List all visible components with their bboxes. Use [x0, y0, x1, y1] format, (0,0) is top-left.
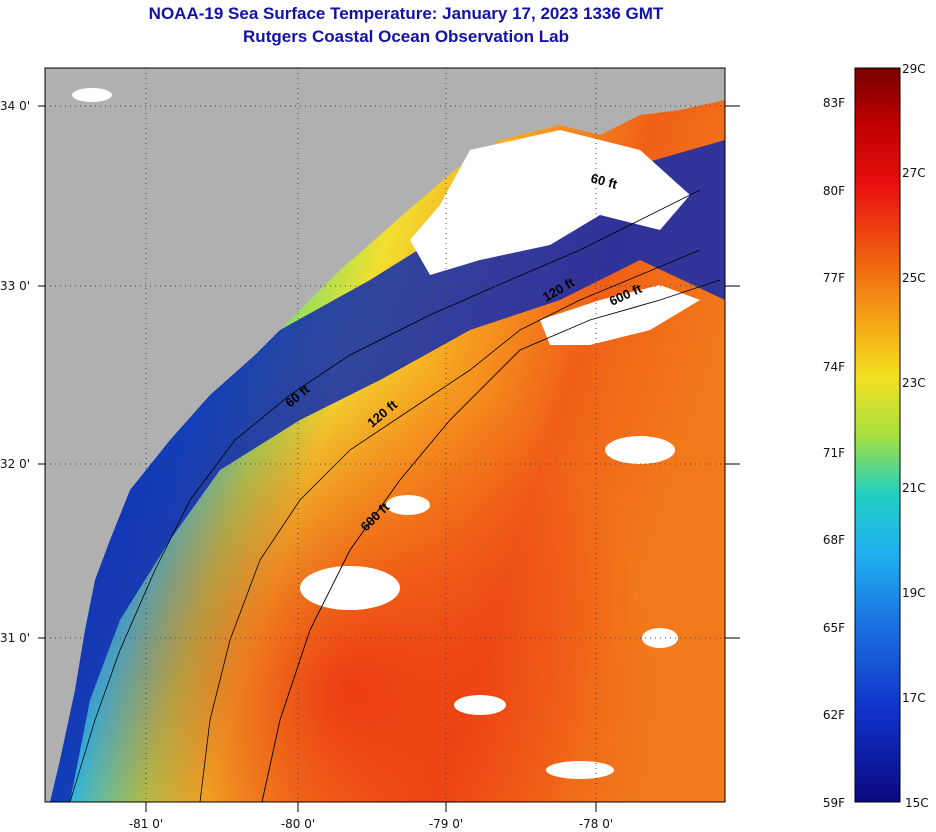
colorbar — [854, 67, 901, 803]
map-panel: 60 ft 120 ft 600 ft 60 ft 120 ft 600 ft — [45, 68, 725, 802]
lat-label-32: 32 0' — [0, 457, 30, 471]
isobath-600ft — [261, 279, 721, 802]
lat-label-33: 33 0' — [0, 279, 30, 293]
cloud-patch — [300, 566, 400, 610]
cloud-patch — [454, 695, 506, 715]
colorbar-fahrenheit-labels: 83F 80F 77F 74F 71F 68F 65F 62F 59F — [823, 96, 845, 810]
contour-label-60ft-north: 60 ft — [589, 170, 619, 192]
cloud-patch — [72, 88, 112, 102]
colorbar-label-80f: 80F — [823, 184, 845, 198]
colorbar-label-59f: 59F — [823, 796, 845, 810]
colorbar-label-62f: 62F — [823, 708, 845, 722]
graticule — [45, 68, 725, 802]
lon-label-80: -80 0' — [281, 817, 315, 831]
map-frame — [44, 67, 726, 803]
colorbar-label-15c: 15C — [905, 796, 929, 810]
chart-title: NOAA-19 Sea Surface Temperature: January… — [148, 4, 664, 23]
lon-label-78: -78 0' — [579, 817, 613, 831]
colorbar-label-65f: 65F — [823, 621, 845, 635]
colorbar-label-29c: 29C — [902, 62, 926, 76]
colorbar-label-21c: 21C — [902, 481, 926, 495]
lat-label-34: 34 0' — [0, 99, 30, 113]
lat-label-31: 31 0' — [0, 631, 30, 645]
colorbar-label-77f: 77F — [823, 271, 845, 285]
colorbar-label-17c: 17C — [902, 691, 926, 705]
colorbar-celsius-labels: 29C 27C 25C 23C 21C 19C 17C 15C — [902, 62, 929, 810]
chart-subtitle: Rutgers Coastal Ocean Observation Lab — [243, 27, 569, 46]
cloud-patch — [605, 436, 675, 464]
cloud-patch — [410, 130, 690, 275]
colorbar-label-74f: 74F — [823, 360, 845, 374]
cloud-patch — [386, 495, 430, 515]
axis-ticks — [38, 105, 740, 812]
lon-label-79: -79 0' — [429, 817, 463, 831]
colorbar-label-25c: 25C — [902, 271, 926, 285]
isobath-120ft — [199, 249, 701, 802]
colorbar-label-83f: 83F — [823, 96, 845, 110]
colorbar-label-23c: 23C — [902, 376, 926, 390]
land-mass — [45, 68, 725, 802]
isobath-60ft — [69, 189, 701, 802]
cloud-patch — [546, 761, 614, 779]
colorbar-label-27c: 27C — [902, 166, 926, 180]
colorbar-label-19c: 19C — [902, 586, 926, 600]
colorbar-label-71f: 71F — [823, 446, 845, 460]
colorbar-label-68f: 68F — [823, 533, 845, 547]
lon-label-81: -81 0' — [129, 817, 163, 831]
